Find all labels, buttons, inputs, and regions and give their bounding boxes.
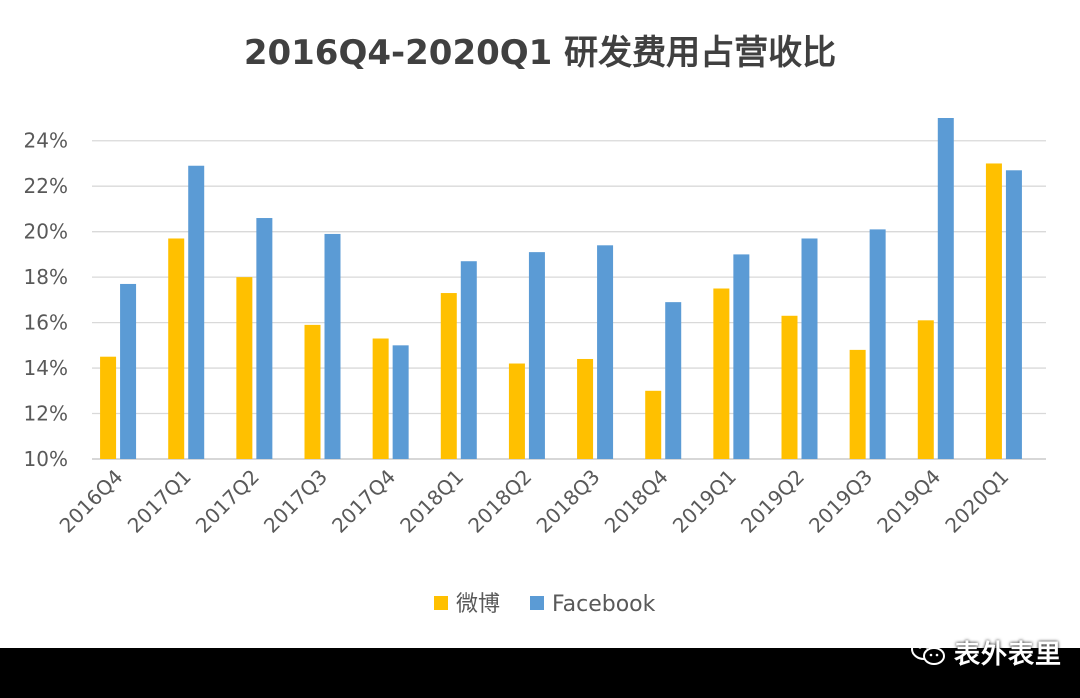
bar-facebook	[869, 229, 886, 459]
legend-label: Facebook	[552, 592, 656, 617]
bar-weibo	[304, 324, 321, 459]
bar-facebook	[256, 218, 273, 459]
bar-weibo	[985, 163, 1002, 459]
bar-weibo	[849, 349, 866, 459]
bar-weibo	[372, 338, 389, 459]
y-tick-label: 14%	[24, 356, 68, 380]
bar-facebook	[937, 118, 954, 459]
bar-facebook	[733, 254, 750, 459]
x-tick-label: 2018Q4	[600, 465, 673, 538]
bar-facebook	[1005, 170, 1022, 459]
y-tick-label: 12%	[24, 402, 68, 426]
bar-weibo	[917, 320, 934, 459]
bar-weibo	[577, 358, 594, 459]
bar-weibo	[168, 238, 185, 459]
bar-weibo	[713, 288, 730, 459]
bar-facebook	[120, 283, 137, 459]
bar-weibo	[508, 363, 525, 459]
y-tick-label: 10%	[24, 447, 68, 471]
chart-title: 2016Q4-2020Q1 研发费用占营收比	[244, 33, 836, 73]
bar-facebook	[324, 233, 341, 459]
x-tick-label: 2016Q4	[55, 465, 128, 538]
bar-facebook	[460, 261, 477, 459]
gridlines	[92, 140, 1046, 460]
bar-facebook	[392, 345, 409, 459]
bar-facebook	[528, 252, 545, 459]
legend-swatch	[530, 596, 544, 610]
y-tick-label: 20%	[24, 220, 68, 244]
legend-item: 微博	[434, 592, 500, 617]
bars	[100, 118, 1022, 460]
bar-facebook	[665, 302, 682, 459]
x-tick-label: 2019Q2	[736, 465, 809, 538]
bar-weibo	[100, 356, 117, 459]
x-axis-ticks: 2016Q42017Q12017Q22017Q32017Q42018Q12018…	[55, 465, 1014, 538]
watermark-text: 表外表里	[953, 639, 1062, 670]
bar-weibo	[781, 315, 798, 459]
bar-weibo	[440, 293, 457, 459]
bar-weibo	[645, 390, 662, 459]
x-tick-label: 2020Q1	[940, 465, 1013, 538]
y-tick-label: 24%	[24, 129, 68, 153]
bar-facebook	[801, 238, 818, 459]
wechat-icon	[910, 638, 945, 665]
y-tick-label: 22%	[24, 174, 68, 198]
x-tick-label: 2017Q3	[259, 465, 332, 538]
legend-label: 微博	[456, 592, 500, 617]
x-tick-label: 2018Q3	[532, 465, 605, 538]
bar-facebook	[597, 245, 614, 459]
y-axis-ticks: 10% 12% 14% 16% 18% 20% 22% 24%	[24, 129, 68, 471]
x-tick-label: 2018Q1	[395, 465, 468, 538]
legend: 微博 Facebook	[434, 592, 656, 617]
bottom-bar	[0, 648, 1080, 698]
y-tick-label: 16%	[24, 311, 68, 335]
x-tick-label: 2019Q3	[804, 465, 877, 538]
x-tick-label: 2019Q1	[668, 465, 741, 538]
bar-facebook	[188, 165, 205, 460]
x-tick-label: 2017Q2	[191, 465, 264, 538]
x-tick-label: 2019Q4	[872, 465, 945, 538]
x-tick-label: 2017Q1	[123, 465, 196, 538]
legend-item: Facebook	[530, 592, 656, 617]
x-tick-label: 2018Q2	[463, 465, 536, 538]
x-tick-label: 2017Q4	[327, 465, 400, 538]
legend-swatch	[434, 596, 448, 610]
bar-weibo	[236, 277, 253, 459]
watermark: 表外表里	[910, 632, 1062, 672]
y-tick-label: 18%	[24, 265, 68, 289]
